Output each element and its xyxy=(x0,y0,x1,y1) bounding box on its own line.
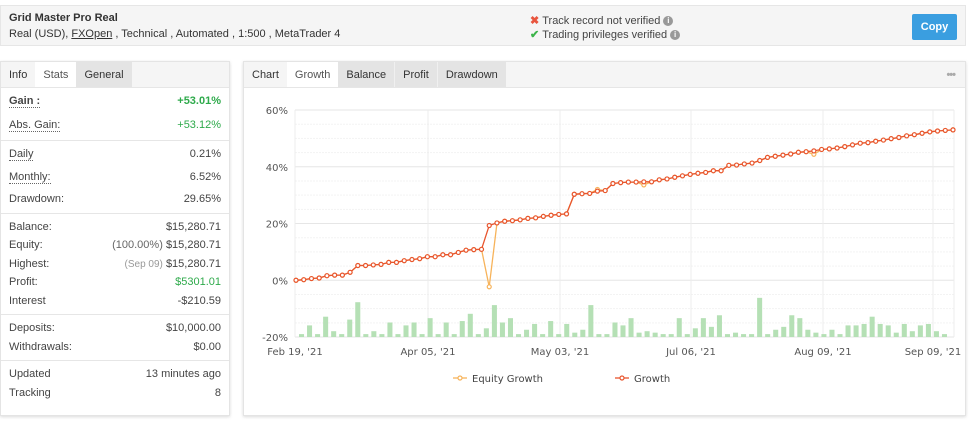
track-record-status: ✖ Track record not verified i xyxy=(530,14,674,27)
daily-value: 0.21% xyxy=(189,148,221,160)
stat-deposits: Deposits: $10,000.00 xyxy=(1,319,229,338)
abs-gain-label[interactable]: Abs. Gain: xyxy=(9,118,61,132)
monthly-label[interactable]: Monthly: xyxy=(9,170,51,184)
tab-stats[interactable]: Stats xyxy=(35,62,77,87)
tab-general[interactable]: General xyxy=(76,62,132,87)
info-icon[interactable]: i xyxy=(663,15,674,26)
updated-label: Updated xyxy=(9,368,51,380)
interest-label: Interest xyxy=(9,294,46,307)
highest-label: Highest: xyxy=(9,257,50,270)
interest-value: -$210.59 xyxy=(177,294,221,307)
abs-gain-value: +53.12% xyxy=(177,118,221,131)
equity-percent: (100.00%) xyxy=(112,239,163,251)
svg-text:Aug 09, '21: Aug 09, '21 xyxy=(794,347,851,358)
stat-tracking: Tracking 8 xyxy=(1,384,229,403)
tab-chart[interactable]: Chart xyxy=(252,69,279,81)
growth-chart[interactable]: 60% 40% 20% 0% -20% Feb 19, '21 Apr 05, '21 May… xyxy=(244,88,967,416)
gain-value: +53.01% xyxy=(177,95,221,107)
stat-highest: Highest: (Sep 09) $15,280.71 xyxy=(1,255,229,274)
chart-tabbar: Chart Growth Balance Profit Drawdown xyxy=(244,62,965,88)
deposits-label: Deposits: xyxy=(9,322,55,334)
trading-privileges-status: ✔ Trading privileges verified i xyxy=(530,28,681,41)
divider xyxy=(1,212,229,214)
svg-text:Sep 09, '21: Sep 09, '21 xyxy=(905,347,962,358)
stat-gain: Gain : +53.01% xyxy=(1,92,229,111)
svg-text:Jul 06, '21: Jul 06, '21 xyxy=(665,347,716,358)
stat-monthly: Monthly: 6.52% xyxy=(1,168,229,187)
stat-updated: Updated 13 minutes ago xyxy=(1,365,229,384)
system-tags: , Technical , Automated , 1:500 , MetaTr… xyxy=(112,28,341,40)
profit-value: $5301.01 xyxy=(175,276,221,288)
svg-text:-20%: -20% xyxy=(262,333,288,344)
svg-text:Growth: Growth xyxy=(634,374,670,385)
stats-tabbar: Info Stats General xyxy=(1,62,229,88)
highest-date: (Sep 09) xyxy=(124,258,163,270)
equity-label: Equity: xyxy=(9,239,43,251)
tab-info[interactable]: Info xyxy=(9,69,28,81)
equity-value: $15,280.71 xyxy=(165,239,221,251)
more-dots-icon[interactable]: ••• xyxy=(946,69,956,81)
tab-balance[interactable]: Balance xyxy=(338,62,395,87)
monthly-value: 6.52% xyxy=(189,170,221,183)
track-record-text: Track record not verified xyxy=(542,14,661,27)
svg-text:May 03, '21: May 03, '21 xyxy=(531,347,589,358)
gain-label[interactable]: Gain : xyxy=(9,95,41,109)
divider xyxy=(1,140,229,141)
withdrawals-value: $0.00 xyxy=(193,340,221,353)
broker-link[interactable]: FXOpen xyxy=(71,28,113,40)
tracking-label: Tracking xyxy=(9,386,51,399)
tab-profit[interactable]: Profit xyxy=(394,62,437,87)
copy-button[interactable]: Copy xyxy=(912,14,957,40)
trading-privileges-text: Trading privileges verified xyxy=(542,28,668,41)
stat-equity: Equity: (100.00%) $15,280.71 xyxy=(1,236,229,255)
system-title: Grid Master Pro Real xyxy=(9,12,118,24)
tracking-value: 8 xyxy=(214,386,221,399)
divider xyxy=(1,314,229,315)
system-subtitle: Real (USD), FXOpen , Technical , Automat… xyxy=(9,28,340,40)
stat-profit: Profit: $5301.01 xyxy=(1,273,229,292)
balance-value: $15,280.71 xyxy=(165,220,221,233)
stat-daily: Daily 0.21% xyxy=(1,145,229,164)
withdrawals-label: Withdrawals: xyxy=(9,340,72,353)
tab-growth[interactable]: Growth xyxy=(286,62,339,87)
svg-text:40%: 40% xyxy=(266,163,288,174)
info-icon[interactable]: i xyxy=(670,29,681,40)
svg-text:0%: 0% xyxy=(272,276,288,287)
tab-drawdown[interactable]: Drawdown xyxy=(436,62,506,87)
balance-label: Balance: xyxy=(9,220,52,233)
profit-label: Profit: xyxy=(9,276,38,288)
stats-panel: Info Stats General Gain : +53.01% Abs. G… xyxy=(0,61,230,416)
account-type: Real (USD), xyxy=(9,28,72,40)
highest-value: $15,280.71 xyxy=(165,257,221,270)
svg-text:20%: 20% xyxy=(266,220,288,231)
svg-text:Apr 05, '21: Apr 05, '21 xyxy=(400,347,455,358)
check-icon: ✔ xyxy=(530,29,540,41)
daily-label[interactable]: Daily xyxy=(9,148,34,162)
chart-panel: Chart Growth Balance Profit Drawdown •••… xyxy=(243,61,966,416)
x-icon: ✖ xyxy=(530,15,540,27)
deposits-value: $10,000.00 xyxy=(165,322,221,334)
drawdown-label: Drawdown: xyxy=(9,193,65,205)
stat-withdrawals: Withdrawals: $0.00 xyxy=(1,338,229,357)
stat-drawdown: Drawdown: 29.65% xyxy=(1,190,229,209)
stat-abs-gain: Abs. Gain: +53.12% xyxy=(1,116,229,135)
divider xyxy=(1,360,229,361)
svg-text:60%: 60% xyxy=(266,106,288,117)
stat-balance: Balance: $15,280.71 xyxy=(1,218,229,237)
svg-text:Equity Growth: Equity Growth xyxy=(472,374,543,385)
svg-text:Feb 19, '21: Feb 19, '21 xyxy=(267,347,322,358)
drawdown-value: 29.65% xyxy=(183,193,221,205)
stat-interest: Interest -$210.59 xyxy=(1,292,229,311)
updated-value: 13 minutes ago xyxy=(145,368,221,380)
system-header: Grid Master Pro Real Real (USD), FXOpen … xyxy=(0,5,966,46)
